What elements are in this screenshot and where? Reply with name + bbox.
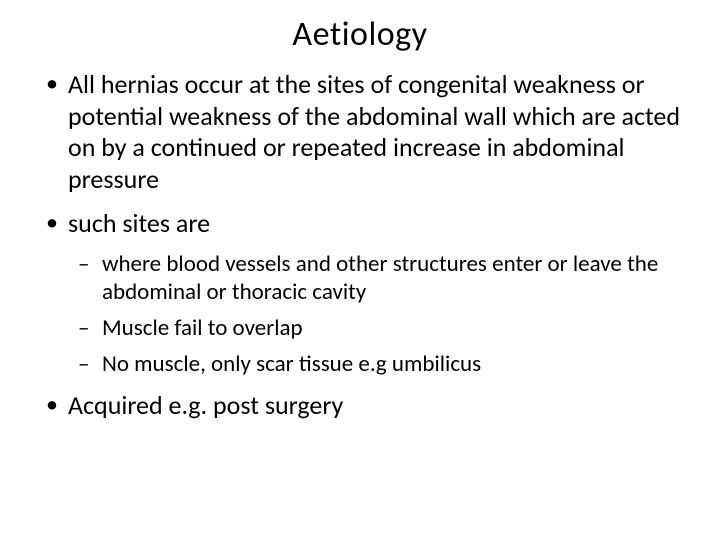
bullet-text: All hernias occur at the sites of congen… xyxy=(68,68,680,195)
sub-bullet-text: where blood vessels and other structures… xyxy=(102,250,658,306)
sub-bullet-text: Muscle fail to overlap xyxy=(102,314,303,342)
sub-bullet-item: No muscle, only scar tissue e.g umbilicu… xyxy=(68,350,682,378)
sub-bullet-item: Muscle fail to overlap xyxy=(68,314,682,342)
bullet-item: Acquired e.g. post surgery xyxy=(38,390,682,422)
bullet-item: such sites are where blood vessels and o… xyxy=(38,208,682,378)
bullet-text: Acquired e.g. post surgery xyxy=(68,389,343,421)
slide-container: Aetiology All hernias occur at the sites… xyxy=(0,0,720,540)
bullet-text: such sites are xyxy=(68,207,210,239)
bullet-list-level1: All hernias occur at the sites of congen… xyxy=(38,69,682,422)
bullet-item: All hernias occur at the sites of congen… xyxy=(38,69,682,196)
sub-bullet-item: where blood vessels and other structures… xyxy=(68,250,682,306)
sub-bullet-text: No muscle, only scar tissue e.g umbilicu… xyxy=(102,350,481,378)
slide-title: Aetiology xyxy=(38,14,682,55)
bullet-list-level2: where blood vessels and other structures… xyxy=(68,250,682,378)
